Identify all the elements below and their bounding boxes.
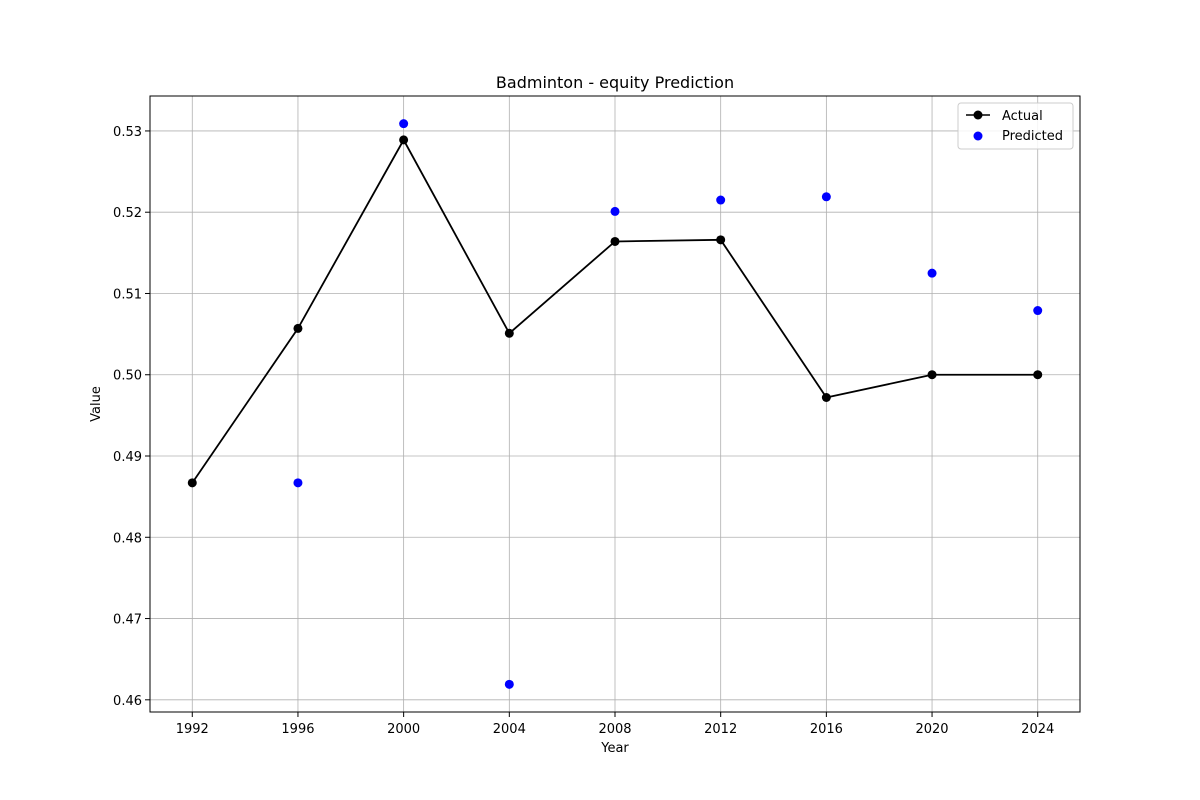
chart-title: Badminton - equity Prediction [496,73,734,92]
x-tick-label: 2016 [810,722,843,737]
y-tick-label: 0.51 [113,287,142,302]
data-point-actual [821,392,831,402]
data-point-actual [399,135,409,145]
data-point-actual [1033,370,1043,380]
legend-actual-marker [973,110,983,120]
y-tick-label: 0.50 [113,369,142,384]
series-predicted [293,119,1043,689]
grid [150,96,1080,712]
data-point-actual [187,478,197,488]
data-point-predicted [610,206,620,216]
y-tick-label: 0.46 [113,694,142,709]
legend-predicted-marker [973,131,983,141]
data-point-predicted [927,268,937,278]
x-axis-label: Year [600,741,629,756]
data-point-predicted [293,478,303,488]
y-tick-label: 0.52 [113,206,142,221]
y-tick-label: 0.47 [113,613,142,628]
data-point-predicted [399,119,409,129]
data-point-actual [927,370,937,380]
data-point-actual [504,328,514,338]
x-tick-label: 2012 [704,722,737,737]
series-layer [187,119,1043,689]
data-point-actual [716,235,726,245]
x-tick-label: 2004 [493,722,526,737]
y-axis: 0.46 0.47 0.48 0.49 0.50 0.51 0.52 0.53 [113,125,150,709]
x-tick-label: 1992 [176,722,209,737]
x-tick-label: 1996 [281,722,314,737]
x-tick-label: 2000 [387,722,420,737]
y-axis-label: Value [89,386,104,422]
data-point-actual [293,323,303,333]
series-actual [187,135,1043,488]
x-tick-label: 2008 [598,722,631,737]
data-point-predicted [821,192,831,202]
data-point-actual [610,236,620,246]
y-tick-label: 0.48 [113,531,142,546]
x-tick-label: 2024 [1021,722,1054,737]
x-axis: 1992 1996 2000 2004 2008 2012 2016 2020 2024 [176,712,1054,737]
y-tick-label: 0.53 [113,125,142,140]
legend-predicted-label: Predicted [1002,129,1063,144]
data-point-predicted [716,195,726,205]
y-tick-label: 0.49 [113,450,142,465]
legend: Actual Predicted [957,102,1074,150]
x-tick-label: 2020 [915,722,948,737]
data-point-predicted [1033,306,1043,316]
data-point-predicted [504,679,514,689]
legend-actual-label: Actual [1002,109,1043,124]
